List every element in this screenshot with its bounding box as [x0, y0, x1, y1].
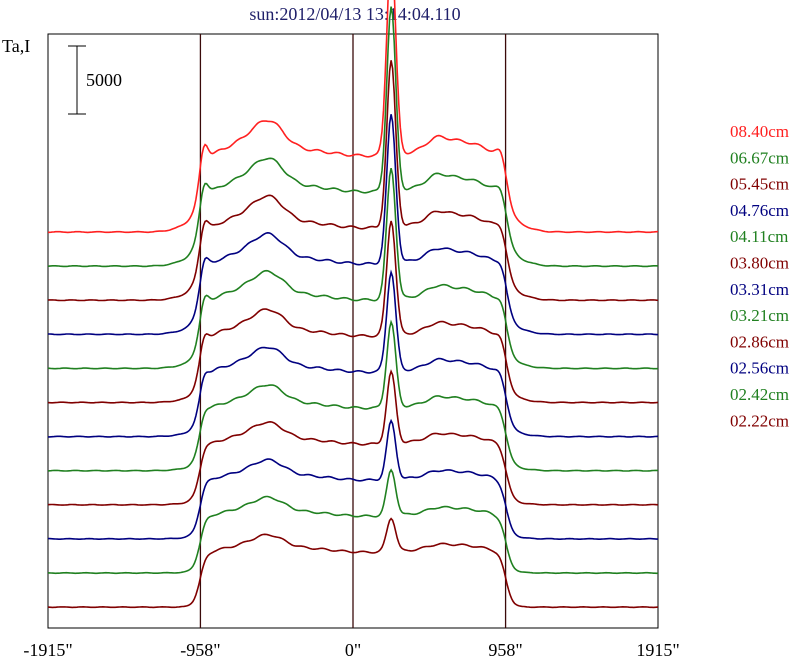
x-tick-label: 958": [488, 640, 522, 660]
x-tick-label: 0": [345, 640, 361, 660]
series-curves: [47, 0, 659, 609]
legend-entry: 04.76cm: [730, 201, 789, 220]
series-line-04.76cm: [48, 114, 658, 336]
legend-entry: 08.40cm: [730, 122, 789, 141]
x-tick-labels: -1915" -958" 0" 958" 1915": [23, 640, 679, 660]
legend-entry: 02.42cm: [730, 385, 789, 404]
legend-entry: 04.11cm: [730, 227, 788, 246]
series-line-03.80cm: [47, 220, 659, 404]
series-line-05.45cm: [47, 60, 659, 302]
vertical-reference-lines: [199, 34, 507, 628]
legend-entry: 03.31cm: [730, 280, 789, 299]
x-tick-label: 1915": [636, 640, 679, 660]
series-line-02.56cm: [48, 418, 658, 541]
series-line-03.21cm: [47, 319, 659, 472]
legend-entry: 06.67cm: [730, 148, 789, 167]
y-axis-label: Ta,I: [2, 36, 30, 56]
legend-entry: 02.86cm: [730, 332, 789, 351]
series-line-02.42cm: [47, 468, 659, 575]
chart-title: sun:2012/04/13 13:14:04.110: [249, 4, 460, 24]
series-line-08.40cm: [47, 0, 659, 234]
scale-bar-label: 5000: [86, 70, 122, 90]
series-line-03.31cm: [48, 269, 659, 438]
series-line-02.22cm: [47, 517, 659, 609]
legend: 08.40cm 06.67cm 05.45cm 04.76cm 04.11cm 03.80…: [730, 122, 789, 430]
legend-entry: 03.21cm: [730, 306, 789, 325]
series-line-02.86cm: [47, 369, 659, 506]
scale-bar: 5000: [68, 45, 122, 115]
x-tick-label: -958": [180, 640, 220, 660]
series-line-06.67cm: [47, 6, 659, 268]
x-tick-label: -1915": [23, 640, 72, 660]
series-line-04.11cm: [47, 168, 659, 370]
legend-entry: 02.56cm: [730, 359, 789, 378]
legend-entry: 05.45cm: [730, 175, 789, 194]
legend-entry: 02.22cm: [730, 411, 789, 430]
legend-entry: 03.80cm: [730, 254, 789, 273]
